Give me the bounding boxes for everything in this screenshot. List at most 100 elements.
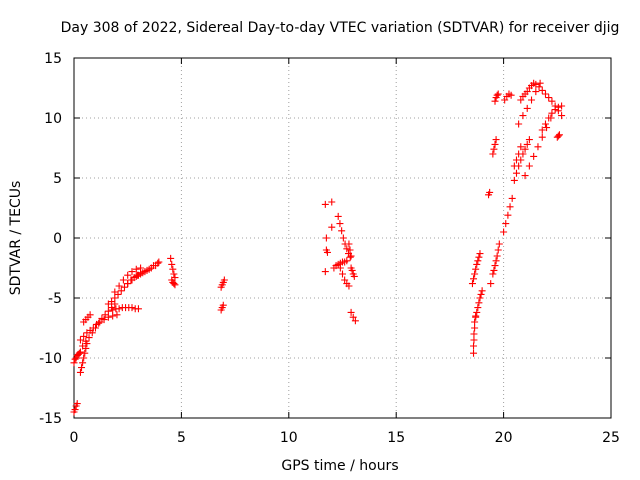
data-point [115,305,123,313]
data-point [80,354,88,362]
axis-ticks [73,57,612,419]
data-point [474,257,482,265]
data-point [500,228,508,236]
data-point [147,264,155,272]
series-arc-z [485,188,495,288]
data-point [470,275,478,283]
data-point [490,266,498,274]
data-point [487,280,495,288]
data-point [111,294,119,302]
data-point [477,290,485,298]
data-point [523,88,531,96]
x-tick-label: 25 [602,430,620,446]
data-point [521,172,529,180]
data-point [322,234,330,242]
series-arc-v [345,240,355,260]
data-point [76,336,84,344]
data-point [108,298,116,306]
data-point [339,270,346,278]
data-point [137,264,145,272]
data-point [117,287,125,295]
data-point [472,313,480,321]
data-point [492,136,500,144]
data-point [548,97,556,105]
data-point [321,200,329,208]
data-point [104,307,112,315]
data-point [473,308,481,316]
data-point [143,266,151,274]
data-point [486,188,494,196]
series-arc-ag [510,143,525,170]
data-point [517,96,525,104]
data-point [81,349,89,357]
data-point [155,258,163,266]
data-point [506,203,514,211]
data-point [525,162,533,170]
data-point [545,114,553,122]
data-point [139,269,147,277]
data-point [471,324,479,332]
data-point [322,246,330,254]
data-point [494,246,502,254]
data-point [501,96,509,104]
y-tick-label: -5 [48,291,62,307]
data-point [349,313,357,321]
data-point [508,194,516,202]
series-arc-aa [489,240,503,278]
series-arc-w [470,312,480,357]
data-point [95,319,103,327]
series-arc-o [217,301,227,314]
data-point [491,140,499,148]
data-point [545,94,553,102]
data-point [476,294,484,302]
data-point [170,280,178,288]
data-point [328,198,336,206]
data-point [490,145,498,153]
data-point [98,314,106,322]
y-tick-label: 5 [53,171,62,187]
data-point [470,330,478,338]
data-point [554,132,562,140]
series-arc-y [468,250,484,288]
data-point [73,400,81,408]
data-point [471,318,479,326]
data-point [478,287,486,295]
data-point [558,112,566,120]
series-arc-u [347,308,359,325]
data-point [82,337,90,345]
data-point [543,124,551,132]
data-point [170,270,178,278]
data-point [71,355,79,363]
data-point [555,131,563,139]
data-point [517,143,525,151]
data-point [339,234,347,242]
data-point [519,112,527,120]
chart-title: Day 308 of 2022, Sidereal Day-to-day VTE… [61,20,620,36]
series-arc-q [330,257,351,272]
data-point [494,90,502,98]
series-arc-ab [489,136,500,158]
y-tick-label: -15 [39,411,62,427]
series-arc-t [347,264,358,280]
series-arc-m [168,276,179,289]
data-point [510,162,518,170]
series-arc-ai [517,79,538,104]
y-tick-label: 15 [44,51,62,67]
series-arc-s [336,264,353,290]
data-point [346,253,354,261]
data-point [475,253,483,261]
data-point [554,103,562,111]
data-point [534,143,542,151]
series-arc-p [321,198,336,276]
data-point [471,270,479,278]
data-point [132,265,140,273]
series-arc-ad [500,194,516,236]
data-point [536,79,544,87]
series-arc-n [217,276,228,291]
data-point [128,268,136,276]
data-point [124,271,132,279]
data-point [475,299,483,307]
series-arc-i [111,264,145,296]
data-point [134,271,142,279]
